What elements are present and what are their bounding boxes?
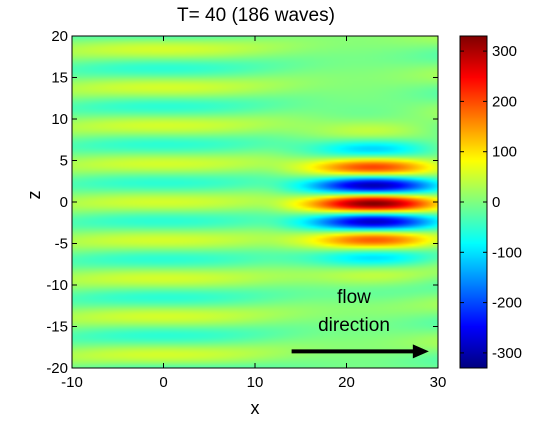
y-tick-label: 10 — [51, 111, 68, 128]
annotation-direction: direction — [318, 315, 390, 336]
y-tick-label: -15 — [46, 319, 68, 336]
plot-area: -10 0 10 20 30 20 15 10 5 0 -5 -10 -15 -20 — [46, 28, 446, 391]
colorbar-tick-label: 0 — [492, 194, 500, 211]
y-tick-label: 0 — [60, 194, 68, 211]
heatmap-field — [72, 36, 438, 368]
y-tick-label: 20 — [51, 28, 68, 45]
annotation-flow: flow — [337, 287, 371, 308]
colorbar-ticks: 300 200 100 0 -100 -200 -300 — [460, 43, 522, 362]
x-tick-label: 0 — [159, 374, 167, 391]
y-tick-label: 5 — [60, 153, 68, 170]
colorbar-tick-label: -100 — [492, 244, 522, 261]
colorbar-tick-label: 100 — [492, 144, 517, 161]
y-tick-label: 15 — [51, 70, 68, 87]
y-tick-label: -5 — [55, 236, 68, 253]
colorbar-tick-label: 200 — [492, 93, 517, 110]
y-axis-label: z — [24, 191, 44, 200]
y-axis: 20 15 10 5 0 -5 -10 -15 -20 — [46, 28, 438, 377]
colorbar-tick-label: -200 — [492, 295, 522, 312]
chart-title: T= 40 (186 waves) — [177, 5, 335, 26]
y-tick-label: -10 — [46, 277, 68, 294]
x-tick-label: 30 — [430, 374, 447, 391]
colorbar-tick-label: 300 — [492, 43, 517, 60]
x-tick-label: 20 — [338, 374, 355, 391]
x-tick-label: -10 — [61, 374, 83, 391]
flow-arrow-head — [412, 344, 429, 359]
x-axis-label: x — [251, 398, 260, 418]
colorbar-gradient — [460, 36, 487, 368]
x-tick-label: 10 — [247, 374, 264, 391]
y-tick-label: -20 — [46, 360, 68, 377]
colorbar: 300 200 100 0 -100 -200 -300 — [459, 35, 522, 369]
colorbar-tick-label: -300 — [492, 345, 522, 362]
flow-annotation: flow direction — [291, 287, 429, 359]
x-axis: -10 0 10 20 30 — [61, 36, 446, 391]
